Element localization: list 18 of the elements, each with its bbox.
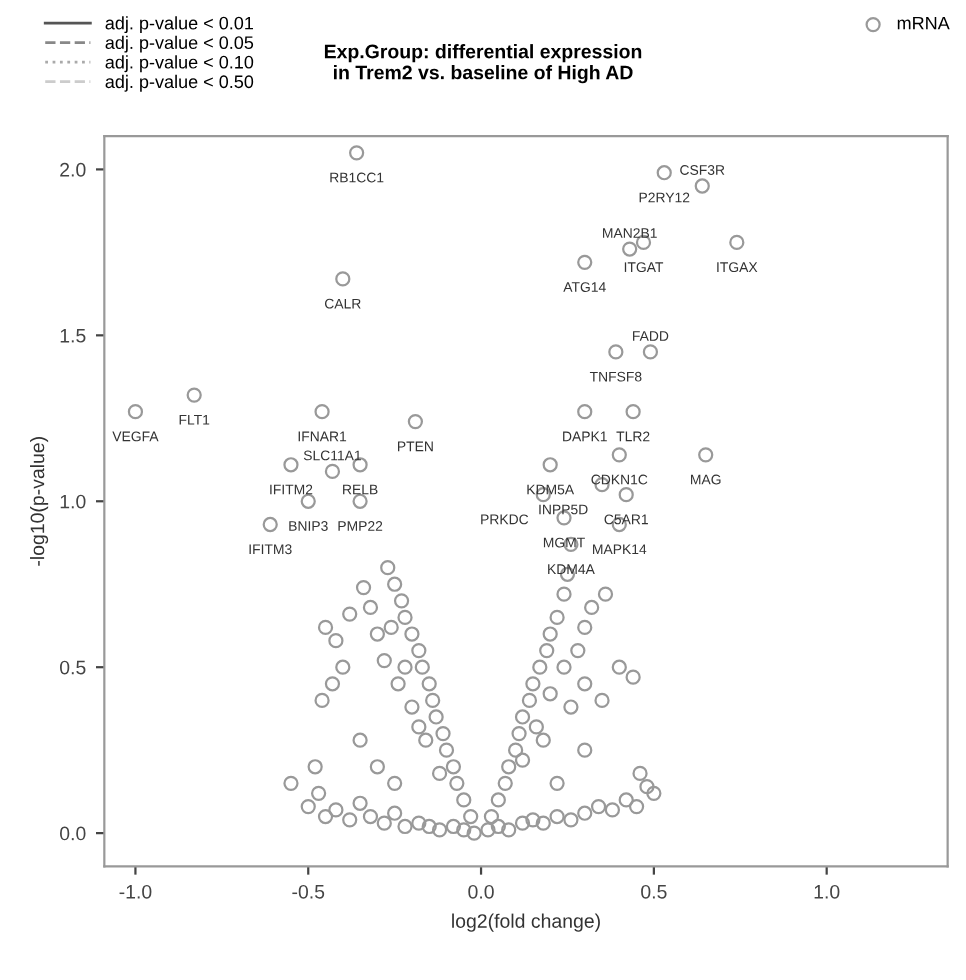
x-tick-label: -1.0 [119,884,152,899]
x-tick-label: -0.5 [292,884,325,899]
legend-label: mRNA [897,16,950,30]
chart-title: Exp.Group: differential expression in Trem2 vs. baseline of High AD [324,44,642,84]
legend-label: adj. p-value < 0.10 [105,55,254,73]
y-tick-label: 0.0 [60,826,86,841]
legend-label: adj. p-value < 0.50 [105,74,254,92]
y-tick-label: 0.5 [60,660,86,675]
x-tick-label: 0.5 [641,884,667,899]
y-axis-title: -log10(p-value) [30,437,49,566]
y-tick-label: 2.0 [60,162,86,177]
x-axis-title: log2(fold change) [452,913,600,932]
y-tick-label: 1.5 [60,329,86,343]
legend-label: adj. p-value < 0.01 [105,16,253,34]
x-tick-label: 0.0 [468,884,494,899]
y-tick-label: 1.0 [60,494,86,509]
x-tick-label: 1.0 [814,884,840,899]
legend-label: adj. p-value < 0.05 [105,35,254,53]
